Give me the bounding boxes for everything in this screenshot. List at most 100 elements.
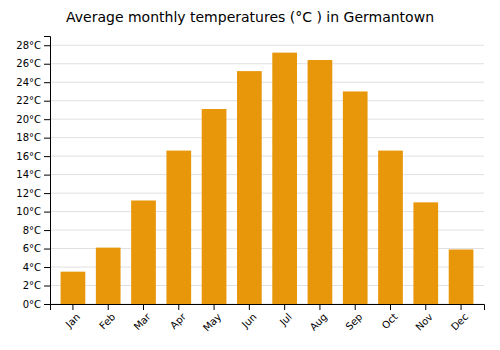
- y-tick-mark: [44, 304, 50, 305]
- x-tick-label: Jan: [63, 311, 82, 330]
- y-tick-label: 24°C: [16, 77, 41, 88]
- x-tick-label: Sep: [343, 311, 364, 332]
- y-tick-mark: [44, 119, 50, 120]
- y-tick-label: 26°C: [16, 58, 41, 69]
- x-tick-mark: [143, 304, 144, 310]
- y-tick: 12°C: [16, 188, 50, 199]
- x-tick-mark: [108, 304, 109, 310]
- y-tick-label: 6°C: [23, 243, 41, 254]
- x-tick-label: Apr: [168, 310, 189, 331]
- y-tick: 0°C: [23, 299, 50, 310]
- y-tick-label: 0°C: [23, 299, 41, 310]
- y-tick-mark: [44, 101, 50, 102]
- x-tick-label: Oct: [380, 311, 400, 331]
- x-tick: Jul: [277, 304, 294, 328]
- bar: [237, 71, 262, 304]
- y-tick: 8°C: [23, 225, 50, 236]
- bars: [61, 53, 474, 304]
- y-tick: 10°C: [16, 206, 50, 217]
- y-tick-mark: [44, 212, 50, 213]
- x-tick-label: Mar: [132, 310, 154, 332]
- y-tick-mark: [44, 138, 50, 139]
- y-axis-line: [44, 37, 51, 305]
- y-axis: 0°C 2°C 4°C 6°C 8°C 10°C 12°C 14°C 16°C 18°C 20°C 2…: [16, 37, 50, 310]
- y-tick-mark: [44, 267, 50, 268]
- x-tick-label: Feb: [97, 311, 117, 331]
- chart: 0°C 2°C 4°C 6°C 8°C 10°C 12°C 14°C 16°C 18°C 20°C 2…: [0, 0, 500, 350]
- y-tick-mark: [44, 230, 50, 231]
- y-tick: 28°C: [16, 40, 50, 51]
- y-tick-label: 2°C: [23, 280, 41, 291]
- x-tick: Jan: [63, 304, 82, 330]
- y-tick-mark: [44, 82, 50, 83]
- bar: [166, 151, 191, 304]
- x-tick: Sep: [343, 304, 364, 332]
- grid-line: [50, 137, 484, 138]
- plot: 0°C 2°C 4°C 6°C 8°C 10°C 12°C 14°C 16°C 18°C 20°C 2…: [16, 37, 484, 334]
- grid-line: [50, 174, 484, 175]
- y-tick: 4°C: [23, 262, 50, 273]
- x-tick-label: Jun: [239, 311, 259, 331]
- y-tick-mark: [44, 193, 50, 194]
- bar: [61, 272, 86, 304]
- x-tick: Aug: [308, 304, 330, 333]
- x-tick: May: [201, 304, 223, 333]
- y-tick: 6°C: [23, 243, 50, 254]
- y-tick-label: 20°C: [16, 114, 41, 125]
- y-tick-label: 18°C: [16, 132, 41, 143]
- bar: [308, 60, 333, 304]
- y-tick-mark: [44, 175, 50, 176]
- y-tick-mark: [44, 64, 50, 65]
- y-tick-label: 4°C: [23, 262, 41, 273]
- x-tick: Apr: [168, 304, 189, 331]
- x-tick-mark: [284, 304, 285, 310]
- y-tick: 18°C: [16, 132, 50, 143]
- title: Average monthly temperatures (°C ) in Ge…: [66, 9, 434, 25]
- y-tick: 24°C: [16, 77, 50, 88]
- x-tick-label: Nov: [413, 311, 435, 333]
- y-tick-mark: [44, 286, 50, 287]
- x-tick: Jun: [239, 304, 259, 331]
- x-tick-mark: [72, 304, 73, 310]
- x-tick: Mar: [132, 304, 154, 332]
- x-tick-mark: [425, 304, 426, 310]
- grid-line: [50, 193, 484, 194]
- x-tick-label: Aug: [308, 311, 330, 333]
- x-tick-mark: [178, 304, 179, 310]
- grid-line: [50, 119, 484, 120]
- x-tick: Dec: [449, 304, 470, 333]
- grid-line: [50, 100, 484, 101]
- y-tick: 16°C: [16, 151, 50, 162]
- y-tick: 22°C: [16, 95, 50, 106]
- y-tick-mark: [44, 249, 50, 250]
- x-tick-mark: [249, 304, 250, 310]
- y-tick: 20°C: [16, 114, 50, 125]
- grid: [50, 45, 484, 304]
- x-axis: Jan Feb Mar Apr May Jun Jul Aug Sep Oct Nov Dec: [51, 304, 485, 333]
- grid-line: [50, 82, 484, 83]
- y-tick-label: 12°C: [16, 188, 41, 199]
- bar: [449, 249, 474, 304]
- bar: [131, 200, 156, 304]
- bar: [413, 202, 438, 304]
- y-tick-label: 8°C: [23, 225, 41, 236]
- x-tick-label: Dec: [449, 311, 470, 332]
- y-tick-label: 28°C: [16, 40, 41, 51]
- x-tick-mark: [214, 304, 215, 310]
- bar: [202, 109, 227, 304]
- y-tick: 14°C: [16, 169, 50, 180]
- grid-line: [50, 45, 484, 46]
- grid-line: [50, 156, 484, 157]
- y-tick-label: 16°C: [16, 151, 41, 162]
- bar: [96, 248, 121, 304]
- y-tick-label: 22°C: [16, 95, 41, 106]
- y-tick-label: 14°C: [16, 169, 41, 180]
- x-tick-label: May: [201, 311, 223, 333]
- x-tick-label: Jul: [277, 311, 294, 328]
- y-tick-label: 10°C: [16, 206, 41, 217]
- x-tick: Nov: [413, 304, 435, 333]
- y-tick-mark: [44, 45, 50, 46]
- y-tick: 2°C: [23, 280, 50, 291]
- x-tick-mark: [319, 304, 320, 310]
- bar: [378, 151, 403, 304]
